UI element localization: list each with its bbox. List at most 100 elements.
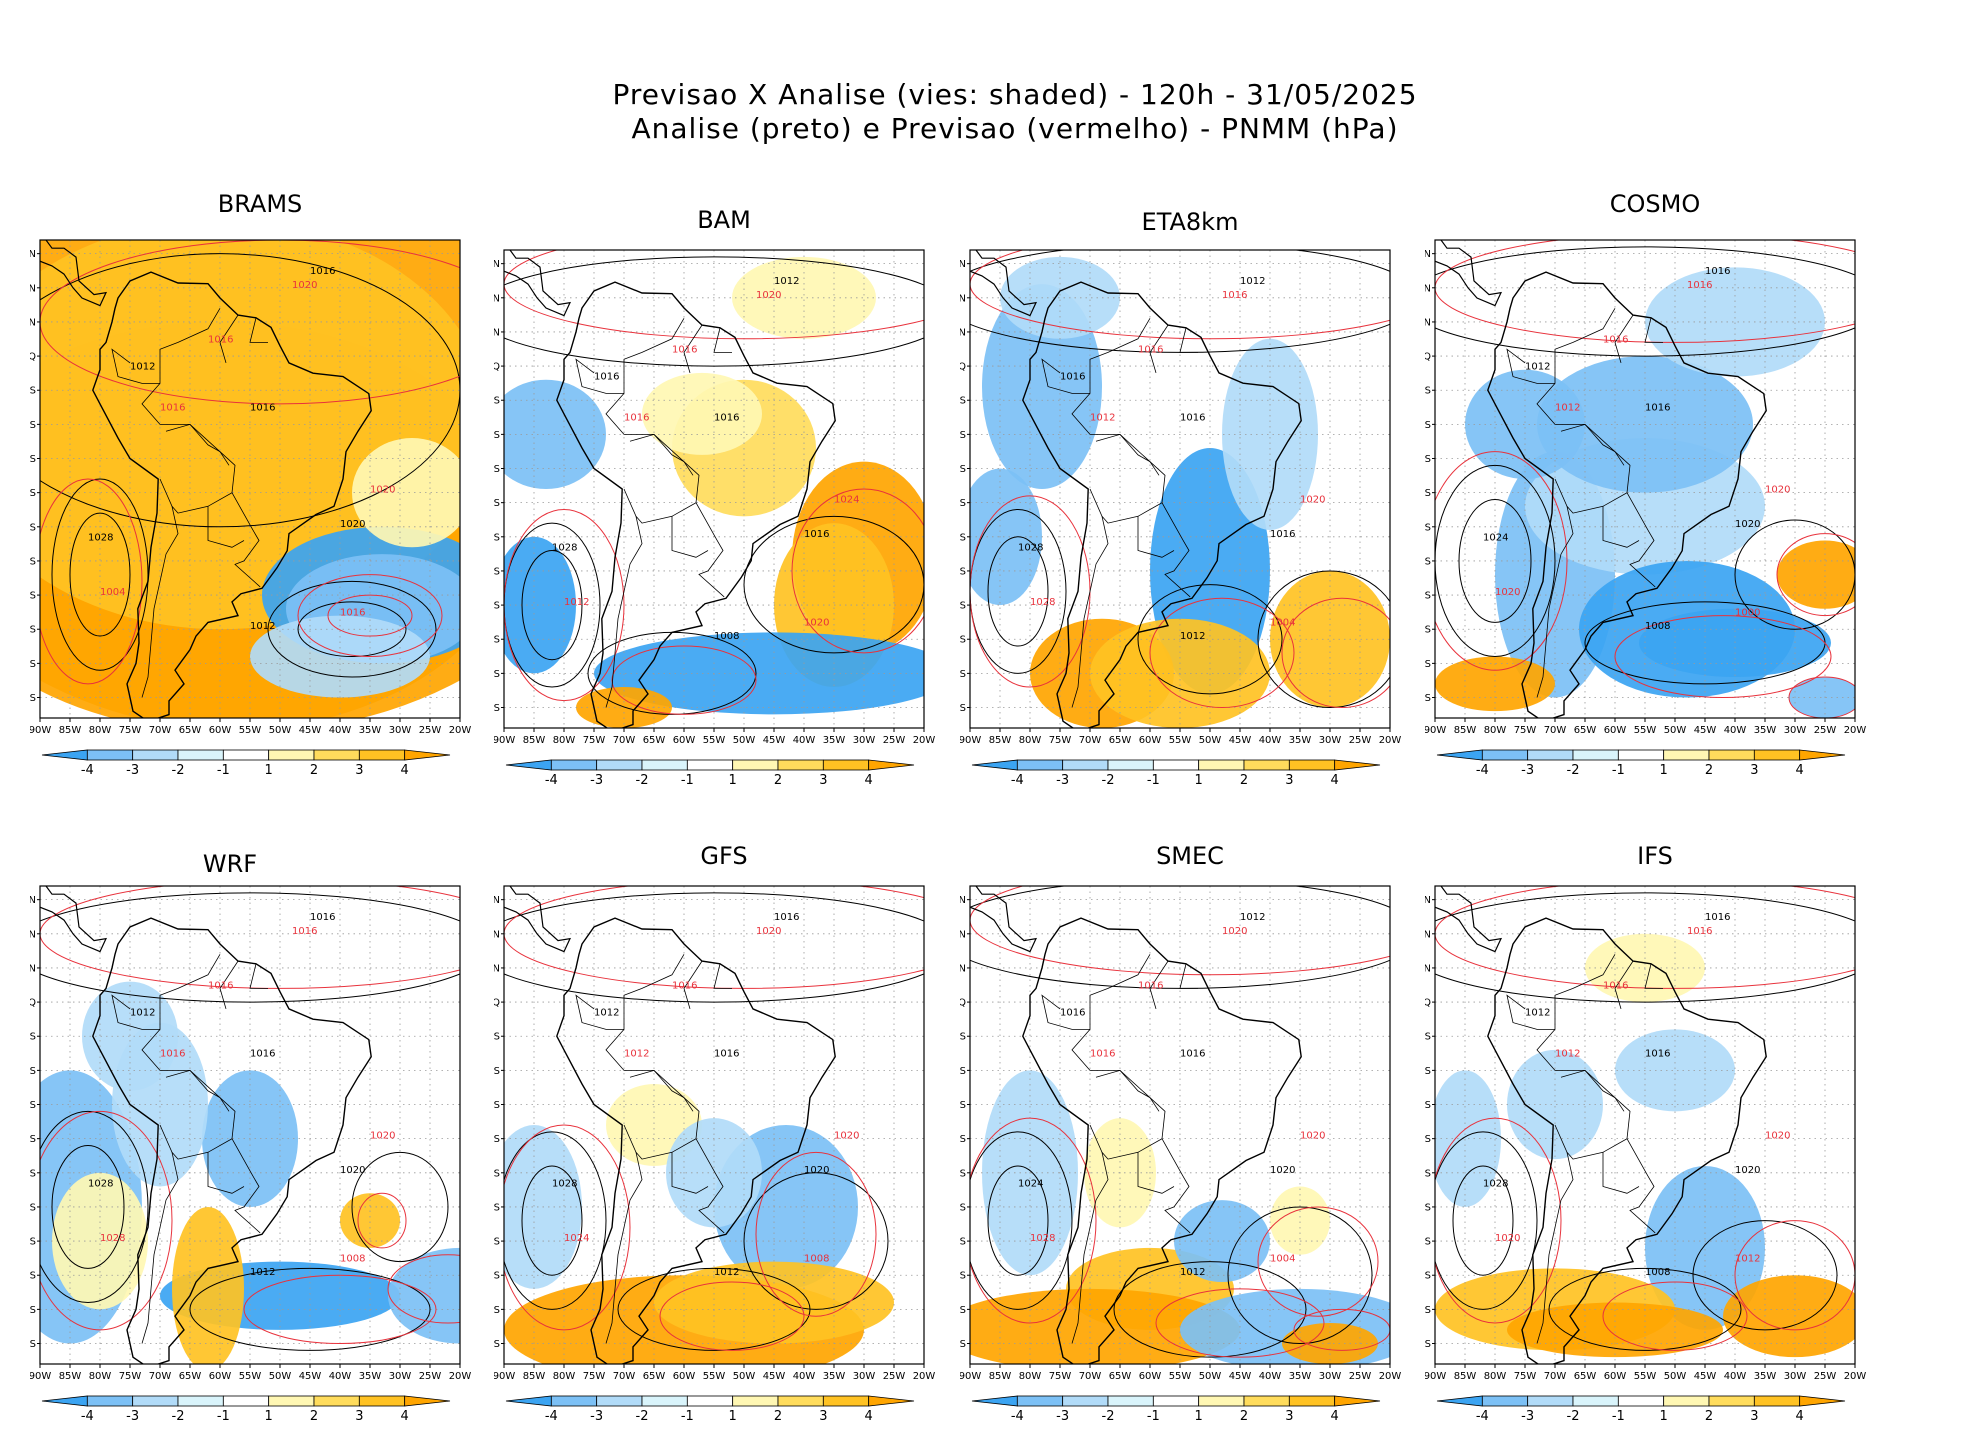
colorbar-label: 2 <box>310 763 318 778</box>
colorbar-swatch <box>86 749 134 761</box>
colorbar-label: 1 <box>729 773 737 788</box>
longitude-tick-label: 35W <box>1754 1371 1777 1382</box>
colorbar-swatch <box>1572 1395 1619 1407</box>
panel-title: SMEC <box>1156 842 1224 870</box>
colorbar-label: -2 <box>1567 1409 1580 1424</box>
colorbar-swatch <box>822 1395 870 1407</box>
longitude-tick-label: 65W <box>1109 735 1132 746</box>
title-line-2: Analise (preto) e Previsao (vermelho) - … <box>631 112 1399 145</box>
longitude-tick-label: 50W <box>269 725 292 736</box>
longitude-tick-label: 80W <box>1019 735 1042 746</box>
colorbar-label: 3 <box>355 763 363 778</box>
latitude-tick-label: 40S <box>1425 625 1431 636</box>
country-border <box>1137 1152 1175 1194</box>
country-border <box>111 348 160 384</box>
analysis-isobar-label: 1016 <box>1645 403 1670 414</box>
coastline <box>40 240 108 307</box>
forecast-isobar-label: 1004 <box>100 587 125 598</box>
coastline <box>1487 271 1767 718</box>
colorbar-label: 2 <box>1240 773 1248 788</box>
colorbar: -4 -3 -2 -1 1 2 3 4 <box>505 759 915 788</box>
colorbar-label: -4 <box>81 1409 94 1424</box>
longitude-tick-label: 75W <box>583 735 606 746</box>
colorbar-swatch <box>1107 759 1154 771</box>
longitude-tick-label: 55W <box>1169 1371 1192 1382</box>
colorbar-swatch <box>596 759 643 771</box>
colorbar-label: -4 <box>1011 773 1024 788</box>
colorbar-swatch <box>1708 749 1755 761</box>
longitude-tick-label: 90W <box>494 735 515 746</box>
map-area: 1016 1016 1012 1016 1028 1012 1016 1016 1012 1020… <box>970 250 1390 728</box>
country-border <box>575 994 624 1030</box>
latitude-tick-label: 50S <box>1425 1339 1431 1350</box>
analysis-isobar <box>267 580 437 678</box>
forecast-isobar-label: 1016 <box>160 403 185 414</box>
latitude-tick-label: 50S <box>30 1339 36 1350</box>
country-border <box>1560 423 1625 466</box>
analysis-isobar <box>1227 1206 1373 1345</box>
latitude-tick-label: EQ <box>960 998 966 1009</box>
analysis-isobar-label: 1020 <box>1735 1165 1760 1176</box>
colorbar-swatch <box>596 1395 643 1407</box>
longitude-tick-label: 45W <box>1229 735 1252 746</box>
latitude-tick-label: 50S <box>494 1339 500 1350</box>
longitude-tick-label: 60W <box>1139 1371 1162 1382</box>
latitude-tick-label: 45S <box>960 669 966 680</box>
latitude-tick-label: 30S <box>30 556 36 567</box>
longitude-tick-label: 20W <box>1844 1371 1867 1382</box>
forecast-isobar <box>970 886 1390 976</box>
analysis-isobar <box>521 1165 583 1276</box>
forecast-isobar <box>504 1124 631 1331</box>
colorbar-swatch <box>1708 1395 1755 1407</box>
country-border <box>629 1069 694 1112</box>
latitude-tick-label: EQ <box>1425 352 1431 363</box>
forecast-isobar-label: 1004 <box>1270 618 1295 629</box>
latitude-tick-label: EQ <box>960 362 966 373</box>
longitude-tick-label: 50W <box>1664 725 1687 736</box>
latitude-tick-label: 10N <box>960 293 966 304</box>
colorbar-swatch <box>971 759 1018 771</box>
map-panel-smec: SMEC 1016 1016 1012 1020 1024 1012 1020 1016 101… <box>960 836 1420 1426</box>
analysis-isobar <box>1734 519 1855 630</box>
longitude-tick-label: 55W <box>239 725 262 736</box>
forecast-isobar <box>297 574 443 658</box>
latitude-tick-label: 40S <box>30 1271 36 1282</box>
longitude-tick-label: 80W <box>553 735 576 746</box>
latitude-tick-label: 15N <box>960 895 966 906</box>
forecast-isobar-label: 1016 <box>1603 980 1628 991</box>
forecast-isobar-label: 1012 <box>1090 413 1115 424</box>
colorbar-label: 4 <box>1331 773 1339 788</box>
longitude-tick-label: 70W <box>1079 1371 1102 1382</box>
analysis-isobar-label: 1016 <box>250 1049 275 1060</box>
forecast-isobar-label: 1020 <box>756 926 781 937</box>
longitude-tick-label: 25W <box>1349 1371 1372 1382</box>
latitude-tick-label: 25S <box>960 1168 966 1179</box>
analysis-isobar-label: 1028 <box>552 1178 577 1189</box>
longitude-tick-label: 90W <box>30 1371 51 1382</box>
analysis-isobar-label: 1020 <box>340 1165 365 1176</box>
longitude-tick-label: 30W <box>1319 1371 1342 1382</box>
forecast-isobar <box>791 488 924 654</box>
colorbar-label: 4 <box>401 1409 409 1424</box>
colorbar-swatch <box>358 1395 406 1407</box>
latitude-tick-label: 40S <box>494 635 500 646</box>
colorbar-swatch <box>1572 749 1619 761</box>
forecast-isobar-label: 1028 <box>1030 597 1055 608</box>
colorbar-swatch <box>41 1395 88 1407</box>
latitude-tick-label: 45S <box>30 1305 36 1316</box>
longitude-tick-label: 20W <box>449 725 472 736</box>
country-border <box>1179 963 1198 989</box>
forecast-isobar <box>357 1192 407 1249</box>
latitude-tick-label: 10N <box>1425 283 1431 294</box>
colorbar-label: 3 <box>1750 763 1758 778</box>
latitude-tick-label: 40S <box>494 1271 500 1282</box>
colorbar-label: 1 <box>729 1409 737 1424</box>
longitude-tick-label: 70W <box>613 735 636 746</box>
analysis-isobar-label: 1020 <box>804 1165 829 1176</box>
country-border <box>249 317 268 343</box>
analysis-isobar <box>1692 1220 1838 1331</box>
latitude-tick-label: 5S <box>30 1032 36 1043</box>
analysis-isobar <box>40 253 460 528</box>
colorbar-swatch <box>1753 1395 1801 1407</box>
longitude-tick-label: 55W <box>239 1371 262 1382</box>
